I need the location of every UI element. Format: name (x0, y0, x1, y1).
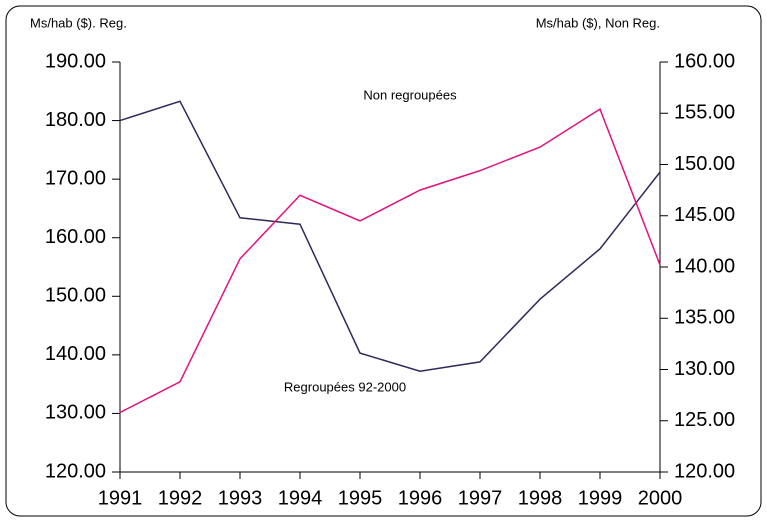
line-series (119, 100, 661, 373)
x-tick-label: 1999 (578, 487, 623, 509)
y-tick-label: 130.00 (45, 402, 106, 424)
x-tick-label: 1991 (98, 487, 143, 509)
x-tick-label: 2000 (638, 487, 683, 509)
x-tick-label: 1997 (458, 487, 503, 509)
x-tick-label: 1992 (158, 487, 203, 509)
y-tick-label: 150.00 (45, 285, 106, 307)
y-tick-label: 180.00 (45, 109, 106, 131)
y2-tick-label: 125.00 (674, 409, 735, 431)
y-tick-label: 140.00 (45, 343, 106, 365)
y-tick-label: 190.00 (45, 50, 106, 72)
y2-tick-label: 140.00 (674, 255, 735, 277)
y2-axis-label: Ms/hab ($), Non Reg. (536, 15, 660, 30)
y-tick-label: 160.00 (45, 226, 106, 248)
y-tick-label: 170.00 (45, 167, 106, 189)
y2-tick-label: 130.00 (674, 358, 735, 380)
x-tick-label: 1995 (338, 487, 383, 509)
line-series (119, 108, 661, 414)
y2-tick-label: 145.00 (674, 204, 735, 226)
y2-tick-label: 155.00 (674, 102, 735, 124)
x-tick-label: 1993 (218, 487, 263, 509)
x-tick-label: 1994 (278, 487, 323, 509)
y2-tick-label: 135.00 (674, 307, 735, 329)
frame (5, 5, 762, 517)
y-tick-label: 120.00 (45, 460, 106, 482)
y2-tick-label: 150.00 (674, 153, 735, 175)
y2-tick-label: 160.00 (674, 50, 735, 72)
x-tick-label: 1996 (398, 487, 443, 509)
x-tick-label: 1998 (518, 487, 563, 509)
series-label: Non regroupées (363, 87, 457, 102)
y2-tick-label: 120.00 (674, 460, 735, 482)
series-label: Regroupées 92-2000 (284, 379, 406, 394)
y-axis-label: Ms/hab ($). Reg. (30, 15, 127, 30)
